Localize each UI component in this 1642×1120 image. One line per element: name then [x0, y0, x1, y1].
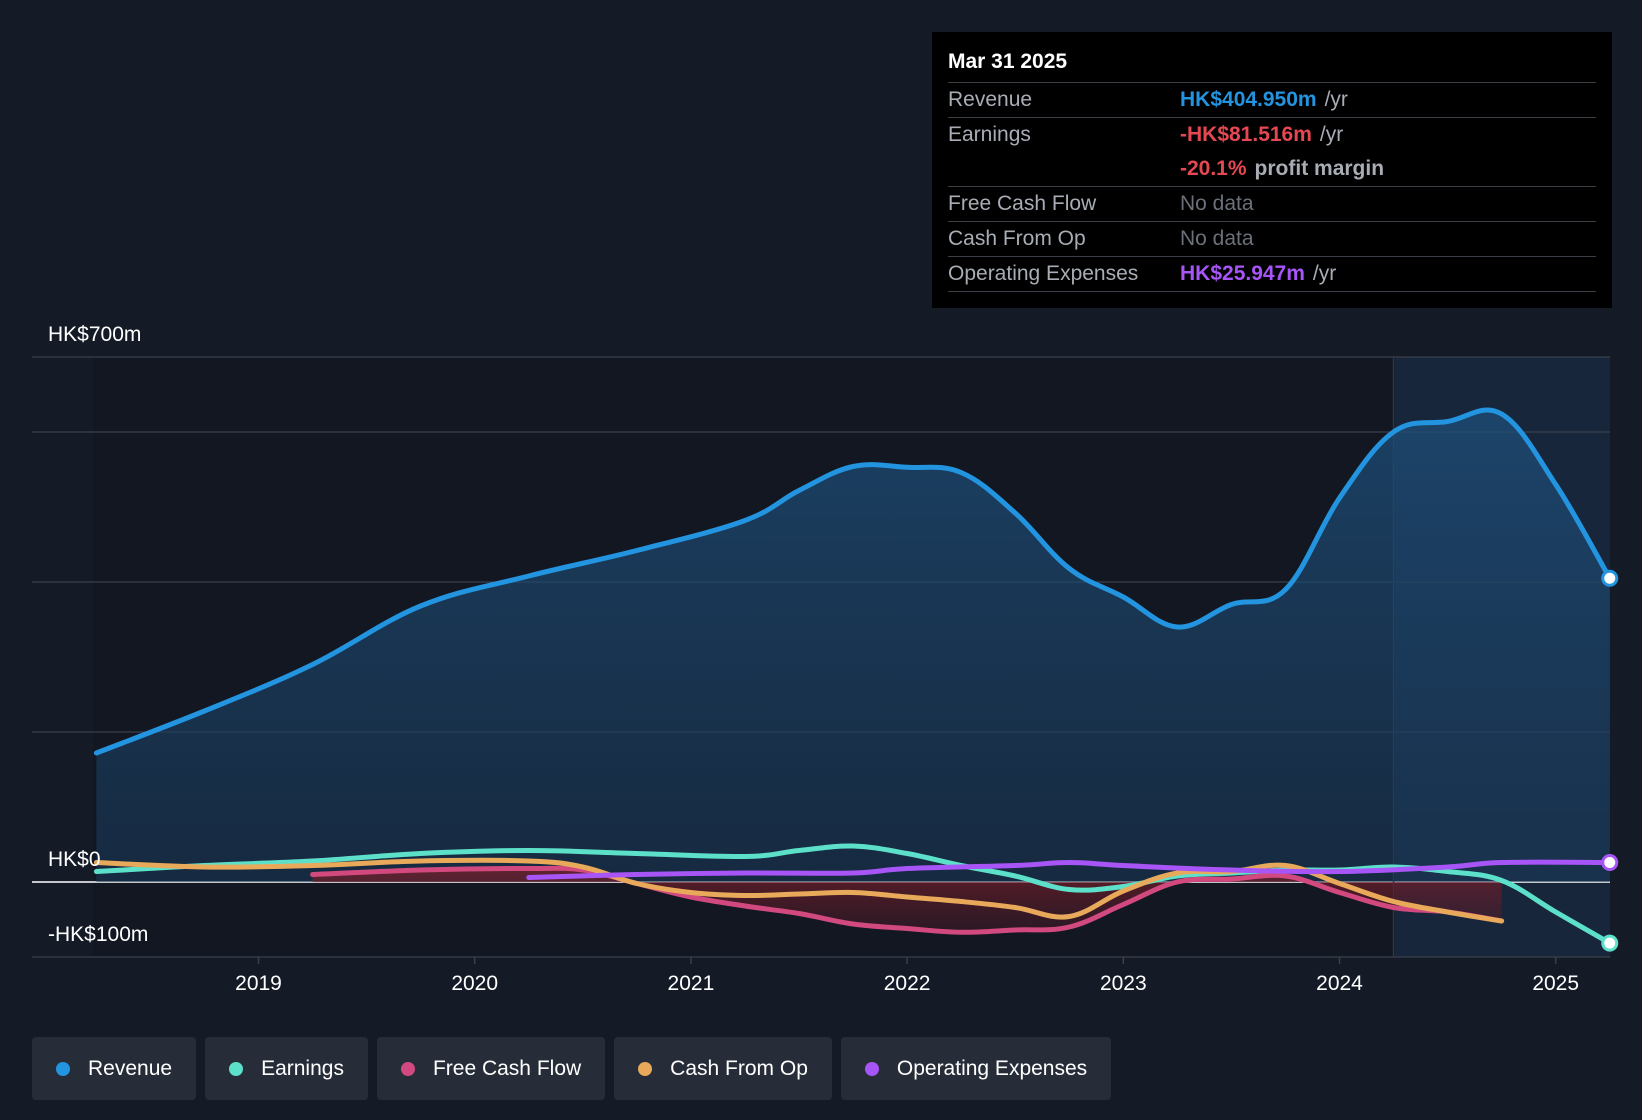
- tooltip-unit: /yr: [1324, 88, 1348, 111]
- x-tick-label: 2020: [451, 972, 498, 995]
- y-tick-label: HK$700m: [48, 323, 141, 346]
- operating-expenses-end-marker: [1601, 854, 1619, 871]
- legend-label: Earnings: [261, 1056, 344, 1080]
- tooltip-value: No data: [1180, 227, 1254, 250]
- legend-label: Cash From Op: [670, 1056, 808, 1080]
- tooltip-value: No data: [1180, 192, 1254, 215]
- legend: Revenue Earnings Free Cash Flow Cash Fro…: [32, 1037, 1112, 1100]
- tooltip-row-cash-from-op: Cash From Op No data: [948, 221, 1596, 256]
- legend-label: Operating Expenses: [896, 1056, 1088, 1080]
- tooltip: Mar 31 2025 Revenue HK$404.950m /yr Earn…: [932, 32, 1612, 308]
- tooltip-date: Mar 31 2025: [948, 50, 1068, 73]
- y-tick-label: -HK$100m: [48, 923, 148, 946]
- negative-area: [312, 868, 1502, 933]
- legend-dot-icon: [56, 1061, 70, 1076]
- legend-item-earnings[interactable]: Earnings: [205, 1037, 368, 1100]
- revenue-line: [93, 407, 1613, 756]
- legend-dot-icon: [638, 1061, 653, 1076]
- cash-from-op-line: [93, 857, 1505, 924]
- tooltip-unit: /yr: [1312, 262, 1337, 285]
- tooltip-label: Earnings: [948, 123, 1031, 146]
- tooltip-row-margin: -20.1% profit margin: [948, 152, 1596, 186]
- revenue-area: [96, 409, 1610, 882]
- x-tick-label: 2025: [1532, 972, 1579, 995]
- free-cash-flow-line: [310, 865, 1505, 935]
- tooltip-label: Free Cash Flow: [948, 192, 1097, 215]
- tooltip-divider: [948, 291, 1596, 292]
- legend-label: Free Cash Flow: [432, 1056, 582, 1080]
- legend-item-free-cash-flow[interactable]: Free Cash Flow: [376, 1037, 606, 1100]
- tooltip-label: Revenue: [948, 88, 1033, 111]
- y-tick-label: HK$0: [48, 848, 101, 871]
- tooltip-value: -HK$81.516m: [1180, 123, 1312, 146]
- legend-item-cash-from-op[interactable]: Cash From Op: [614, 1037, 832, 1100]
- x-tick-label: 2024: [1316, 972, 1363, 995]
- x-tick-label: 2022: [884, 972, 931, 995]
- tooltip-label: Cash From Op: [948, 227, 1086, 250]
- tooltip-row-earnings: Earnings -HK$81.516m /yr: [948, 117, 1596, 152]
- tooltip-unit: profit margin: [1254, 157, 1385, 180]
- tooltip-value: -20.1%: [1180, 157, 1247, 180]
- revenue-end-marker: [1601, 569, 1619, 587]
- tooltip-label: [948, 152, 1180, 186]
- x-tick-label: 2021: [668, 972, 715, 995]
- operating-expenses-line: [526, 859, 1613, 880]
- tooltip-row-revenue: Revenue HK$404.950m /yr: [948, 82, 1596, 117]
- legend-dot-icon: [400, 1061, 415, 1076]
- tooltip-value: HK$404.950m: [1180, 88, 1317, 111]
- legend-item-operating-expenses[interactable]: Operating Expenses: [840, 1037, 1112, 1100]
- chart: HK$700m HK$0 -HK$100m 2019 2020 2021 2022 2023 2…: [32, 323, 1619, 995]
- legend-item-revenue[interactable]: Revenue: [32, 1037, 197, 1100]
- tooltip-label: Operating Expenses: [948, 262, 1139, 285]
- x-tick-label: 2019: [235, 972, 282, 995]
- legend-dot-icon: [864, 1061, 879, 1076]
- tooltip-row-operating-expenses: Operating Expenses HK$25.947m /yr: [948, 256, 1596, 291]
- earnings-end-marker: [1601, 934, 1619, 952]
- tooltip-unit: /yr: [1319, 123, 1344, 146]
- tooltip-value: HK$25.947m: [1180, 262, 1305, 285]
- legend-label: Revenue: [88, 1056, 173, 1080]
- legend-dot-icon: [229, 1061, 244, 1076]
- tooltip-row-free-cash-flow: Free Cash Flow No data: [948, 186, 1596, 221]
- x-tick-label: 2023: [1100, 972, 1147, 995]
